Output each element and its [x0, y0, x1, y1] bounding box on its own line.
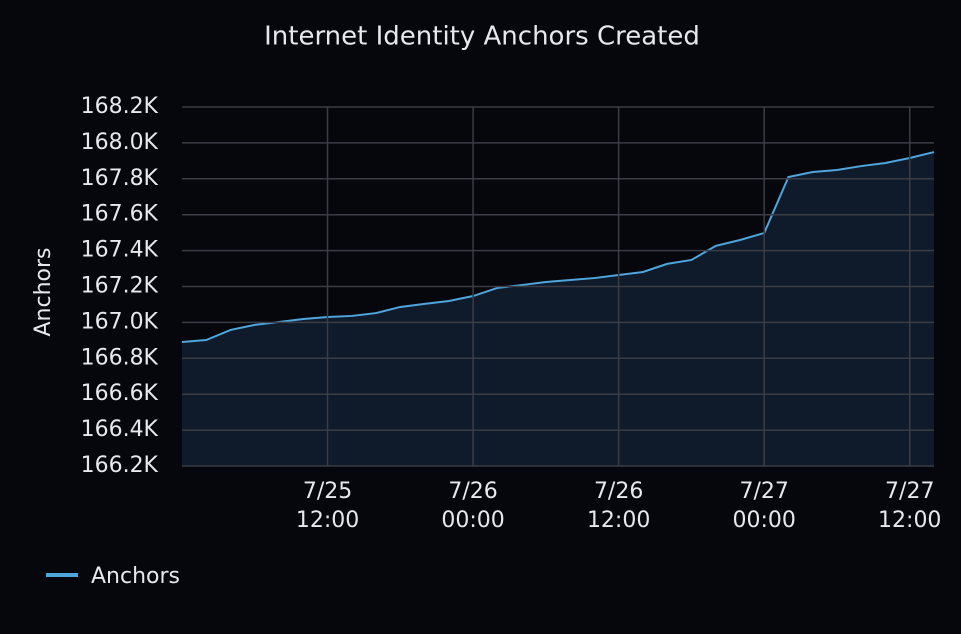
x-tick-label-line: 7/27	[739, 479, 788, 504]
legend-label: Anchors	[91, 564, 180, 589]
y-tick-label: 167.0K	[81, 309, 159, 334]
line	[181, 151, 935, 343]
y-tick-label: 167.8K	[81, 166, 159, 191]
y-tick-label: 168.0K	[81, 130, 159, 155]
x-tick-label: 7/27 00:00	[732, 479, 795, 533]
x-tick-label-line: 12:00	[878, 508, 941, 533]
x-tick-label-line: 12:00	[296, 508, 359, 533]
x-tick-label-line: 12:00	[587, 508, 650, 533]
y-tick-label: 166.8K	[81, 345, 159, 370]
x-tick-label: 7/26 12:00	[587, 479, 650, 533]
x-tick-label-line: 00:00	[441, 508, 504, 533]
legend-swatch	[46, 573, 78, 577]
y-tick-label: 167.4K	[81, 238, 159, 263]
x-tick-label-line: 7/25	[303, 479, 352, 504]
x-tick-label-line: 7/26	[594, 479, 643, 504]
x-tick-label: 7/26 00:00	[441, 479, 504, 533]
y-axis-label: Anchors	[31, 248, 56, 337]
y-tick-label: 167.2K	[81, 274, 159, 299]
y-tick-label: 168.2K	[81, 94, 159, 119]
x-tick-label-line: 00:00	[732, 508, 795, 533]
area	[182, 152, 934, 466]
y-tick-label: 166.2K	[81, 453, 159, 478]
y-tick-label: 167.6K	[81, 202, 159, 227]
y-tick-label: 166.6K	[81, 381, 159, 406]
x-tick-label: 7/25 12:00	[296, 479, 359, 533]
x-tick-label-line: 7/27	[885, 479, 934, 504]
chart-title: Internet Identity Anchors Created	[264, 22, 700, 52]
x-tick-label: 7/27 12:00	[878, 479, 941, 533]
y-tick-label: 166.4K	[81, 417, 159, 442]
x-tick-label-line: 7/26	[448, 479, 497, 504]
